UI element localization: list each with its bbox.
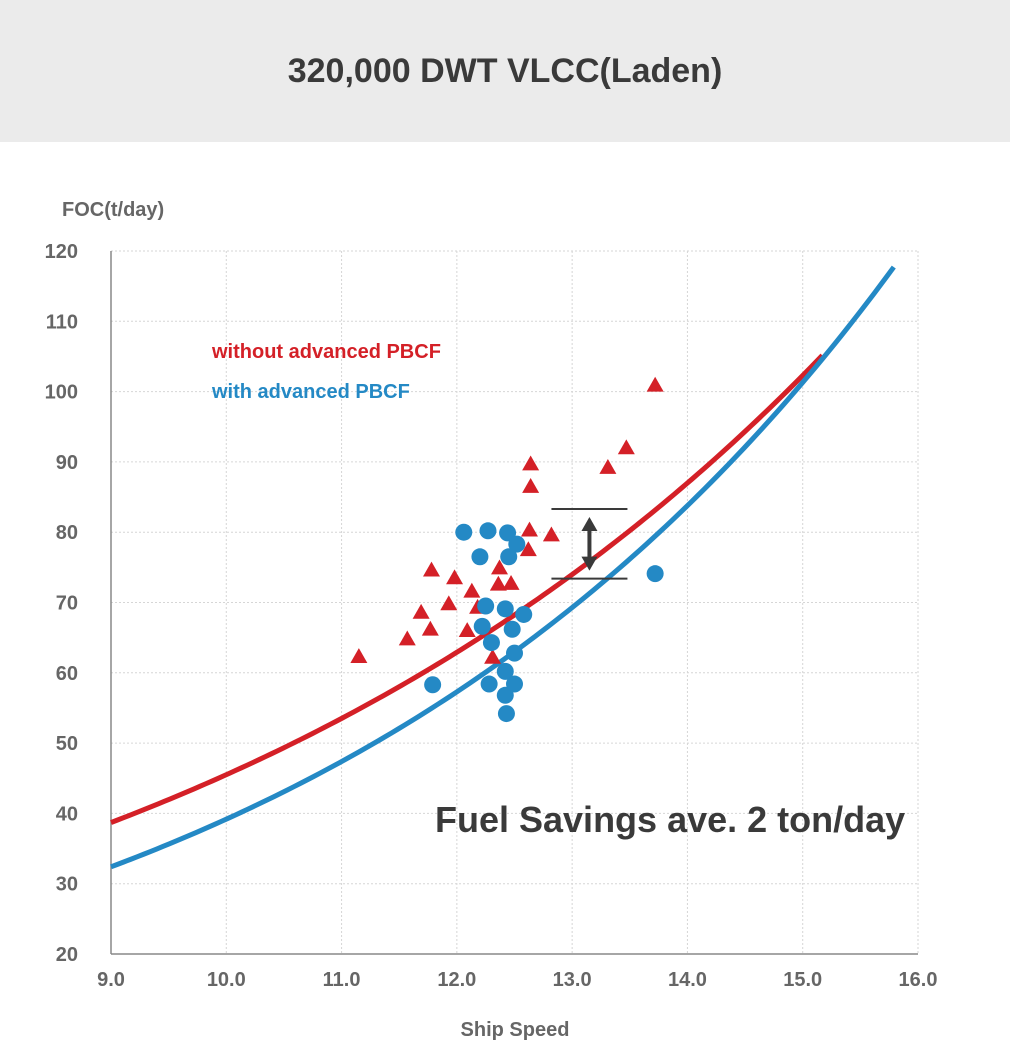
- triangle-point: [350, 648, 368, 664]
- triangle-point: [646, 376, 664, 392]
- data-points: [350, 376, 664, 723]
- triangle-point: [484, 648, 502, 664]
- y-tick-label: 50: [56, 733, 78, 755]
- circle-point: [477, 597, 495, 615]
- circle-point: [482, 634, 500, 652]
- y-tick-label: 90: [56, 452, 78, 474]
- fit-curve-series-0: [110, 353, 825, 825]
- circle-point: [479, 522, 497, 540]
- triangle-point: [520, 521, 538, 537]
- x-tick-label: 16.0: [899, 969, 938, 991]
- y-tick-label: 80: [56, 522, 78, 544]
- circle-point: [496, 662, 514, 680]
- y-tick-label: 70: [56, 593, 78, 615]
- triangle-point: [599, 459, 617, 474]
- circle-point: [508, 535, 526, 553]
- fuel-savings-annotation: Fuel Savings ave. 2 ton/day: [435, 799, 905, 840]
- x-tick-label: 9.0: [97, 969, 125, 991]
- x-tick-label: 14.0: [668, 969, 707, 991]
- triangle-point: [398, 630, 416, 646]
- triangle-point: [542, 526, 560, 542]
- y-tick-label: 60: [56, 663, 78, 685]
- arrow-up-icon: [581, 517, 598, 532]
- fit-curves: [110, 265, 896, 870]
- y-tick-label: 30: [56, 874, 78, 896]
- title-bar: 320,000 DWT VLCC(Laden): [0, 0, 1010, 142]
- triangle-point: [463, 582, 481, 598]
- y-tick-label: 40: [56, 803, 78, 825]
- x-tick-label: 12.0: [437, 969, 476, 991]
- chart-title: 320,000 DWT VLCC(Laden): [287, 51, 723, 90]
- circle-point: [497, 705, 515, 723]
- circle-point: [506, 675, 523, 693]
- triangle-point: [412, 603, 430, 619]
- x-tick-label: 13.0: [553, 969, 592, 991]
- triangle-point: [522, 478, 540, 493]
- circle-point: [473, 617, 491, 635]
- triangle-point: [422, 561, 440, 577]
- legend-with-pbcf: with advanced PBCF: [211, 381, 410, 403]
- triangle-point: [491, 559, 509, 575]
- triangle-point: [522, 455, 540, 471]
- x-axis-label: Ship Speed: [461, 1019, 570, 1040]
- circle-point: [515, 605, 533, 623]
- y-tick-label: 120: [45, 241, 78, 263]
- circle-point: [506, 644, 523, 662]
- y-axis-label: FOC(t/day): [62, 199, 164, 221]
- circle-point: [480, 675, 498, 693]
- chart-labels: FOC(t/day) Ship Speed without advanced P…: [62, 199, 905, 1040]
- circle-point: [455, 523, 473, 541]
- triangle-point: [446, 569, 464, 585]
- circle-point: [646, 565, 664, 583]
- triangle-point: [519, 541, 537, 557]
- triangle-point: [502, 575, 520, 590]
- x-tick-label: 10.0: [207, 969, 246, 991]
- triangle-point: [489, 575, 507, 591]
- tick-labels: 9.0 10.0 11.0 12.0 13.0 14.0 15.0 16.0 20 30 40 50 6…: [45, 241, 938, 991]
- circle-point: [503, 620, 521, 638]
- legend-without-pbcf: without advanced PBCF: [211, 341, 441, 363]
- circle-point: [496, 686, 514, 704]
- savings-marker: [551, 508, 628, 580]
- circle-point: [500, 548, 518, 566]
- triangle-point: [458, 622, 476, 637]
- triangle-point: [617, 439, 635, 455]
- x-tick-label: 11.0: [323, 969, 361, 991]
- x-tick-label: 15.0: [783, 969, 822, 991]
- circle-point: [424, 676, 442, 694]
- y-tick-label: 100: [45, 382, 78, 404]
- arrow-down-icon: [581, 556, 598, 571]
- circle-point: [499, 524, 517, 542]
- y-tick-label: 110: [46, 311, 78, 333]
- triangle-point: [421, 620, 439, 636]
- axes: [110, 251, 918, 955]
- circle-point: [471, 548, 489, 566]
- triangle-point: [440, 595, 458, 611]
- fit-curve-series-1: [110, 265, 896, 870]
- y-tick-label: 20: [56, 944, 78, 966]
- circle-point: [496, 600, 514, 618]
